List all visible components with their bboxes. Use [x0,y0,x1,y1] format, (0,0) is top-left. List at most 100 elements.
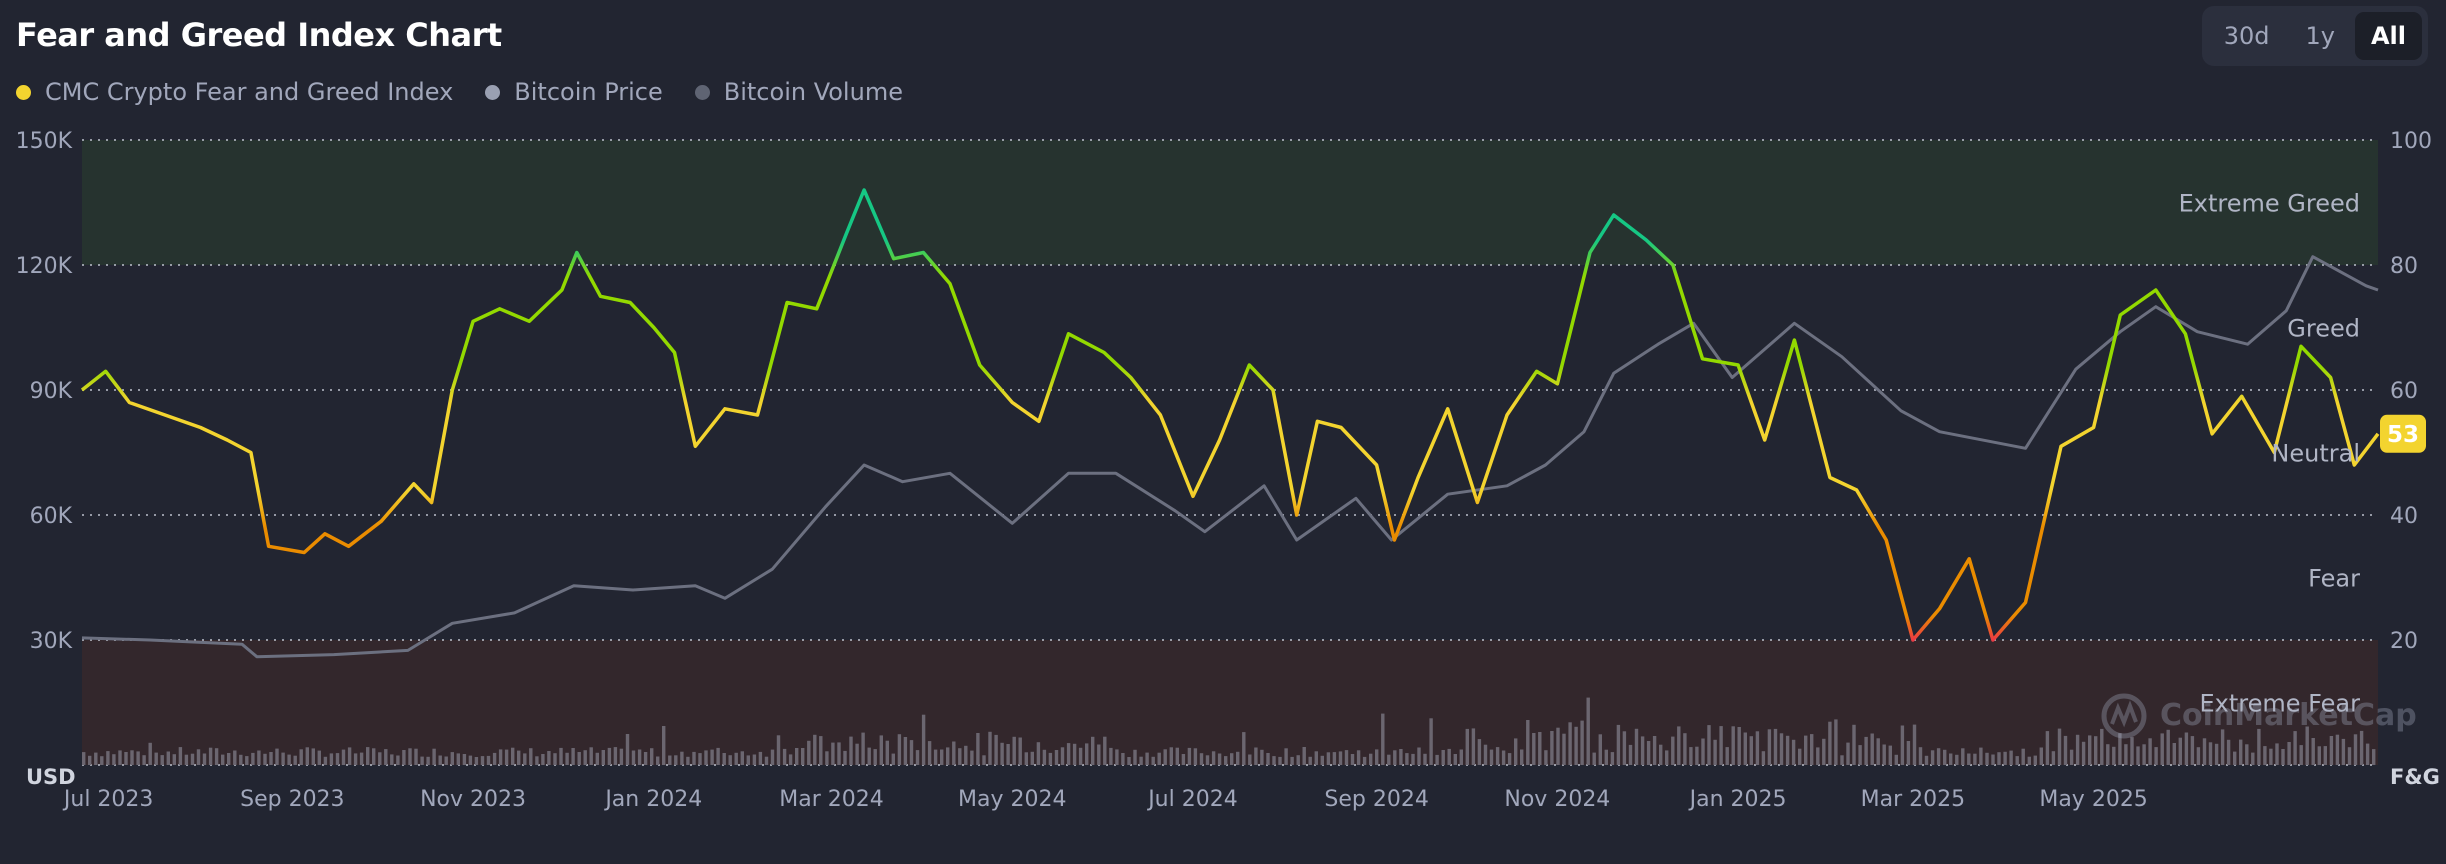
range-30d-button[interactable]: 30d [2223,22,2270,50]
volume-bar [2184,732,2189,765]
volume-bar [2353,734,2358,765]
bitcoin-price-line[interactable] [81,255,2379,659]
volume-bar [142,755,146,765]
volume-bar [1054,750,1059,765]
volume-bar [728,755,732,765]
volume-bar [1024,752,1028,765]
volume-bar [1453,754,1457,765]
volume-bar [1260,749,1264,765]
volume-bar [2263,746,2267,765]
volume-bar [553,753,557,765]
volume-bar [1538,732,1542,765]
legend-item-bitcoin-volume[interactable]: Bitcoin Volume [694,78,903,106]
volume-bar [1586,697,1590,765]
x-tick-label-2: Nov 2023 [420,787,526,812]
x-tick-label-3: Jan 2024 [603,787,702,812]
volume-bar [492,752,497,765]
volume-bar [1514,738,1518,765]
volume-bar [390,754,394,765]
volume-bar [311,748,315,765]
volume-bar [2003,751,2007,765]
volume-bar [263,753,267,765]
volume-bar [1930,750,1935,765]
legend-item-bitcoin-price[interactable]: Bitcoin Price [485,78,663,106]
volume-bar [909,740,914,765]
volume-bar [976,733,980,765]
volume-bar [1471,728,1476,765]
volume-bar [1459,749,1463,765]
volume-bar [372,748,376,765]
volume-bar [1272,756,1276,765]
volume-bar [1532,733,1536,765]
volume-bar [1139,756,1143,765]
volume-bar [1308,756,1312,765]
volume-bar [456,753,460,765]
volume-bar [287,754,291,765]
volume-bar [1242,732,1246,765]
volume-bar [1616,724,1621,765]
volume-bar [1622,731,1627,765]
volume-bar [2015,756,2019,765]
volume-bar [511,747,515,765]
volume-bar [1115,749,1119,765]
range-all-button[interactable]: All [2354,12,2422,60]
volume-bar [2317,746,2321,765]
volume-bar [1411,753,1415,765]
axes: 150K 120K 90K 60K 30K 100 80 60 40 20 Jul 2023 Sep … [16,129,2440,812]
volume-bar [202,753,207,765]
volume-bar [1924,755,1929,765]
volume-bar [1544,750,1548,765]
volume-bar [1477,739,1482,765]
volume-bar [1133,749,1137,765]
volume-bar [1405,753,1409,765]
volume-bar [1181,754,1186,765]
volume-bar [335,753,340,765]
legend-item-fear-greed[interactable]: CMC Crypto Fear and Greed Index [16,78,453,106]
volume-bar [94,752,98,765]
volume-bar [1302,747,1306,765]
volume-bar [2009,750,2013,765]
volume-series [82,697,2376,765]
volume-bar [595,752,599,765]
volume-bar [1592,752,1596,765]
volume-bar [1254,747,1258,765]
volume-bar [474,757,479,765]
volume-bar [692,751,696,765]
volume-bar [1369,753,1373,765]
volume-bar [867,747,871,765]
volume-bar [257,750,261,765]
volume-bar [2136,746,2140,765]
range-selector: 30d 1y All [2201,6,2428,66]
volume-bar [529,748,533,765]
range-1y-button[interactable]: 1y [2305,22,2335,50]
volume-bar [1072,743,1077,765]
volume-bar [160,755,164,765]
volume-bar [2021,748,2025,765]
volume-bar [2088,735,2092,765]
volume-bar [873,749,877,765]
volume-bar [1103,736,1107,765]
volume-bar [1707,725,1711,765]
volume-bar [547,751,551,765]
volume-bar [964,745,968,765]
zone-band-4 [82,640,2378,765]
volume-bar [1507,753,1512,765]
volume-bar [275,748,279,765]
volume-bar [1906,741,1911,765]
volume-bar [565,752,569,765]
volume-bar [807,740,811,765]
volume-bar [927,741,932,765]
volume-bar [2112,746,2116,765]
volume-bar [2202,738,2207,765]
volume-bar [2196,747,2201,765]
volume-bar [353,753,358,765]
volume-bar [184,754,189,765]
x-tick-label-4: Mar 2024 [779,787,884,812]
volume-bar [112,754,116,765]
volume-bar [958,748,962,765]
volume-bar [402,750,406,765]
volume-bar [1381,713,1385,765]
fear-greed-line[interactable] [80,188,2380,642]
volume-bar [2063,735,2068,765]
